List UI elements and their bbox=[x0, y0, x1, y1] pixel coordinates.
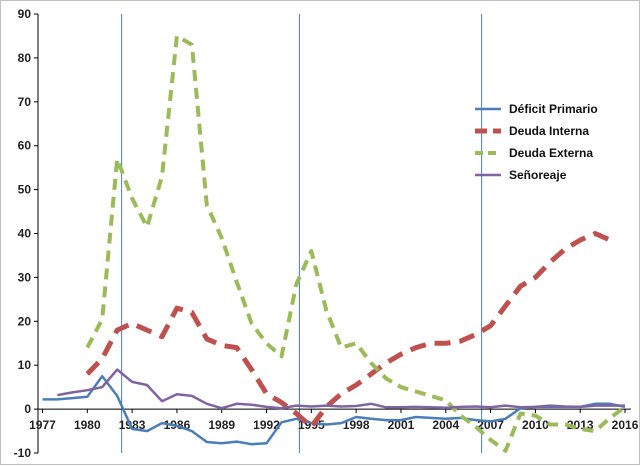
y-tick-label: 40 bbox=[18, 227, 32, 241]
y-tick-label: 50 bbox=[18, 183, 32, 197]
x-tick-label: 1977 bbox=[29, 418, 56, 432]
x-tick-label: 2004 bbox=[432, 418, 459, 432]
y-tick-label: 90 bbox=[18, 7, 32, 21]
x-tick-label: 2001 bbox=[388, 418, 415, 432]
x-tick-label: 1980 bbox=[74, 418, 101, 432]
x-tick-label: 2010 bbox=[522, 418, 549, 432]
y-tick-label: -10 bbox=[14, 446, 32, 460]
y-tick-label: 30 bbox=[18, 270, 32, 284]
y-tick-label: 0 bbox=[24, 402, 31, 416]
series-line-deficit-primario bbox=[42, 374, 626, 446]
series-layer bbox=[42, 34, 627, 453]
legend-label-deuda-externa: Deuda Externa bbox=[509, 146, 593, 160]
y-tick-label: 60 bbox=[18, 139, 32, 153]
legend-label-senoreaje: Señoreaje bbox=[509, 168, 567, 182]
x-tick-label: 2016 bbox=[612, 418, 639, 432]
y-tick-label: 10 bbox=[18, 358, 32, 372]
x-tick-label: 1992 bbox=[253, 418, 280, 432]
series-line-deuda-interna bbox=[85, 231, 612, 430]
legend-label-deuda-interna: Deuda Interna bbox=[509, 124, 589, 138]
x-tick-label: 1998 bbox=[343, 418, 370, 432]
x-tick-label: 1983 bbox=[119, 418, 146, 432]
y-tick-label: 20 bbox=[18, 314, 32, 328]
legend: Déficit Primario Deuda Interna Deuda Exter… bbox=[475, 102, 598, 182]
series-line-deuda-externa bbox=[85, 34, 627, 453]
vertical-reference-lines bbox=[121, 14, 483, 453]
series-line-senoreaje bbox=[57, 368, 625, 410]
legend-label-deficit-primario: Déficit Primario bbox=[509, 102, 598, 116]
y-tick-label: 80 bbox=[18, 51, 32, 65]
y-tick-label: 70 bbox=[18, 95, 32, 109]
x-tick-label: 1989 bbox=[208, 418, 235, 432]
